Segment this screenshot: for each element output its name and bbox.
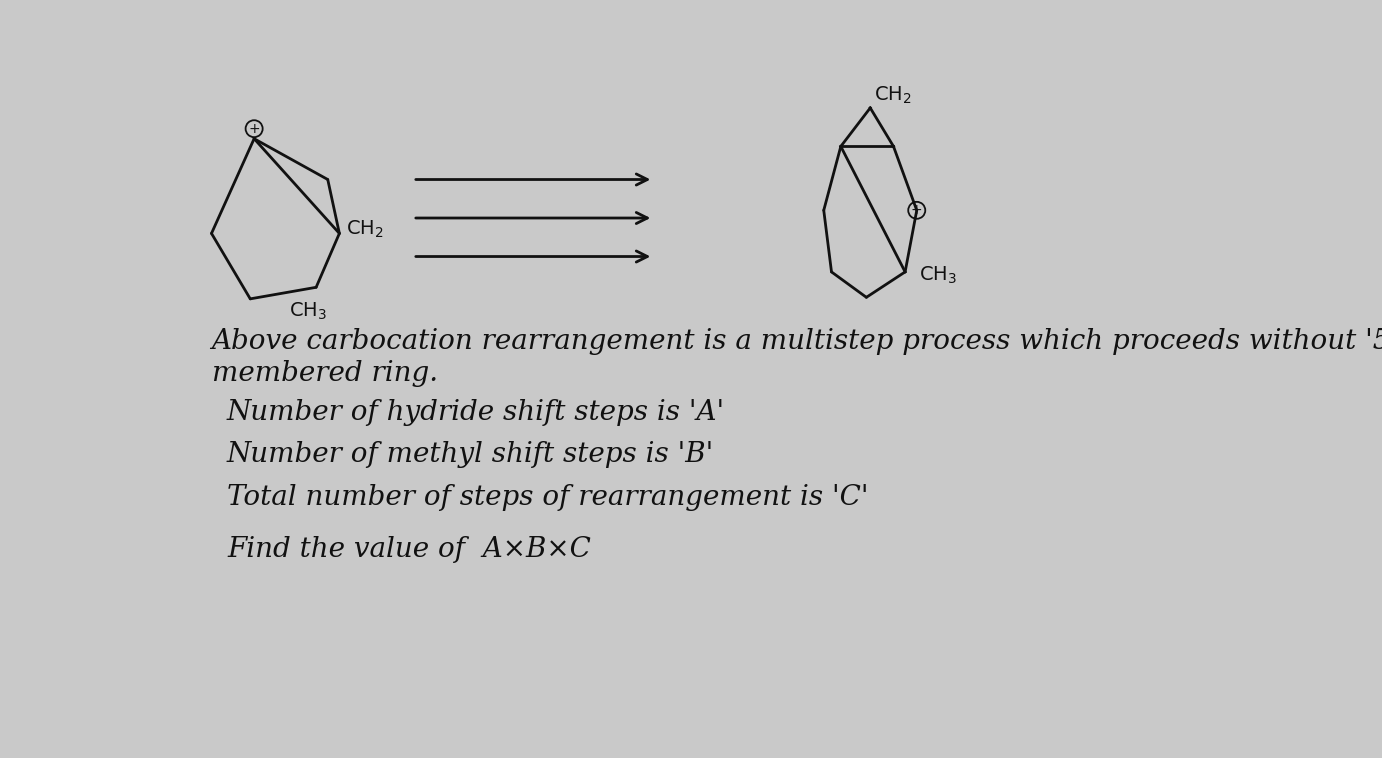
Text: Find the value of  A×B×C: Find the value of A×B×C bbox=[227, 536, 591, 563]
Text: Total number of steps of rearrangement is 'C': Total number of steps of rearrangement i… bbox=[227, 484, 868, 511]
Text: CH$_3$: CH$_3$ bbox=[919, 265, 958, 287]
Text: CH$_2$: CH$_2$ bbox=[346, 219, 383, 240]
Text: +: + bbox=[249, 122, 260, 136]
Text: Above carbocation rearrangement is a multistep process which proceeds without '5: Above carbocation rearrangement is a mul… bbox=[211, 328, 1382, 355]
Text: membered ring.: membered ring. bbox=[211, 361, 438, 387]
Text: CH$_2$: CH$_2$ bbox=[875, 84, 912, 105]
Text: CH$_3$: CH$_3$ bbox=[289, 301, 328, 322]
Text: Number of methyl shift steps is 'B': Number of methyl shift steps is 'B' bbox=[227, 441, 714, 468]
Text: +: + bbox=[911, 203, 923, 218]
Text: Number of hydride shift steps is 'A': Number of hydride shift steps is 'A' bbox=[227, 399, 726, 426]
